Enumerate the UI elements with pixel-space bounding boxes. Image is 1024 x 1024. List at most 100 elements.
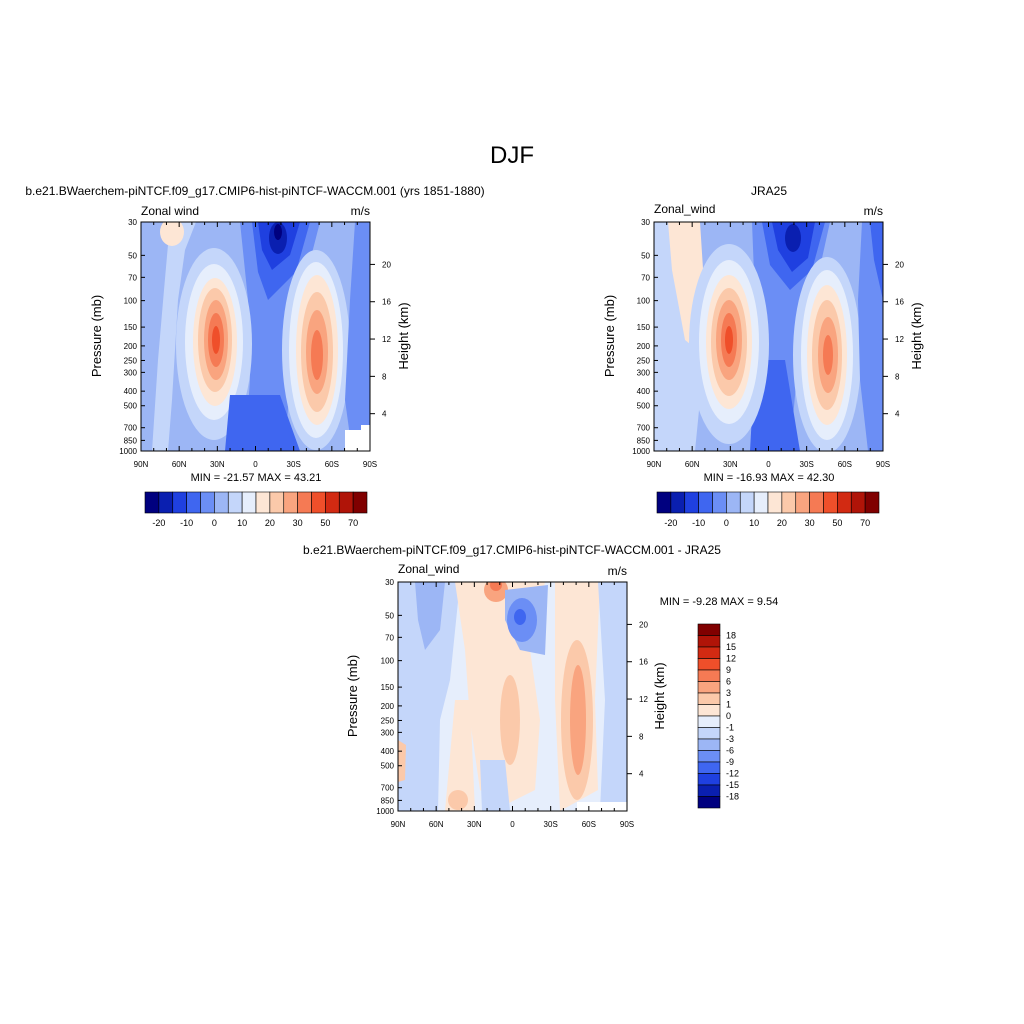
colorbar-swatch bbox=[739, 491, 755, 514]
panel-diff-axes: 3050701001502002503004005007008501000481… bbox=[376, 578, 648, 829]
colorbar-swatch bbox=[670, 491, 686, 514]
colorbar-label: -20 bbox=[152, 518, 165, 528]
panel-diff-y2label: Height (km) bbox=[652, 662, 667, 729]
pressure-tick-label: 500 bbox=[381, 762, 395, 771]
figure-title: DJF bbox=[490, 142, 534, 169]
latitude-tick-label: 60N bbox=[429, 820, 444, 829]
panel-obs-y2label: Height (km) bbox=[909, 302, 924, 369]
colorbar-label: 10 bbox=[749, 518, 759, 528]
pressure-tick-label: 50 bbox=[641, 251, 650, 260]
colorbar-swatch bbox=[684, 491, 699, 514]
latitude-tick-label: 0 bbox=[253, 460, 258, 469]
colorbar-label: -6 bbox=[726, 746, 734, 756]
height-tick-label: 4 bbox=[382, 410, 387, 419]
colorbar-model: -20 -10 0 10 20 30 50 70 bbox=[144, 491, 368, 528]
colorbar-label: -10 bbox=[180, 518, 193, 528]
colorbar-label: 0 bbox=[726, 711, 731, 721]
pressure-tick-label: 700 bbox=[637, 424, 651, 433]
colorbar-swatch bbox=[697, 773, 721, 786]
pressure-tick-label: 700 bbox=[124, 424, 138, 433]
colorbar-swatch bbox=[697, 623, 721, 636]
panel-model-variable-label: Zonal wind bbox=[141, 204, 199, 218]
pressure-tick-label: 700 bbox=[381, 784, 395, 793]
panel-obs-title: JRA25 bbox=[751, 184, 787, 198]
colorbar-label: -3 bbox=[726, 734, 734, 744]
latitude-tick-label: 60N bbox=[685, 460, 700, 469]
colorbar-swatch bbox=[767, 491, 783, 514]
colorbar-swatch bbox=[809, 491, 824, 514]
colorbar-swatch bbox=[712, 491, 727, 514]
panel-obs-ylabel: Pressure (mb) bbox=[602, 295, 617, 377]
colorbar-label: 50 bbox=[320, 518, 330, 528]
colorbar-swatch bbox=[781, 491, 797, 514]
colorbar-label: 70 bbox=[860, 518, 870, 528]
pressure-tick-label: 200 bbox=[124, 342, 138, 351]
colorbar-label: 30 bbox=[805, 518, 815, 528]
colorbar-swatch bbox=[172, 491, 187, 514]
colorbar-swatch bbox=[726, 491, 741, 514]
colorbar-swatch bbox=[338, 491, 354, 514]
pressure-tick-label: 300 bbox=[124, 368, 138, 377]
pressure-tick-label: 70 bbox=[385, 633, 394, 642]
colorbar-label: -10 bbox=[692, 518, 705, 528]
latitude-tick-label: 90S bbox=[363, 460, 377, 469]
pressure-tick-label: 30 bbox=[641, 218, 650, 227]
latitude-tick-label: 60N bbox=[172, 460, 187, 469]
pressure-tick-label: 1000 bbox=[376, 807, 394, 816]
colorbar-label: 6 bbox=[726, 677, 731, 687]
colorbar-swatch bbox=[850, 491, 866, 514]
pressure-tick-label: 100 bbox=[381, 657, 395, 666]
colorbar-label: 12 bbox=[726, 654, 736, 664]
height-tick-label: 12 bbox=[895, 335, 904, 344]
colorbar-swatch bbox=[227, 491, 243, 514]
colorbar-swatch bbox=[697, 715, 721, 728]
colorbar-swatch bbox=[697, 704, 721, 717]
panel-model-contours bbox=[141, 222, 370, 451]
colorbar-label: 50 bbox=[832, 518, 842, 528]
panel-obs-units-label: m/s bbox=[864, 204, 883, 218]
colorbar-obs: -20 -10 0 10 20 30 50 70 bbox=[656, 491, 880, 528]
height-tick-label: 20 bbox=[895, 260, 904, 269]
colorbar-swatch bbox=[283, 491, 298, 514]
colorbar-label: -18 bbox=[726, 792, 739, 802]
colorbar-label: 0 bbox=[212, 518, 217, 528]
colorbar-swatch bbox=[697, 658, 721, 671]
colorbar-label: 30 bbox=[293, 518, 303, 528]
pressure-tick-label: 100 bbox=[124, 297, 138, 306]
height-tick-label: 16 bbox=[895, 298, 904, 307]
panel-diff-units-label: m/s bbox=[608, 564, 627, 578]
latitude-tick-label: 30S bbox=[544, 820, 558, 829]
pressure-tick-label: 1000 bbox=[119, 447, 137, 456]
pressure-tick-label: 70 bbox=[641, 273, 650, 282]
colorbar-swatch bbox=[697, 681, 721, 694]
height-tick-label: 4 bbox=[639, 770, 644, 779]
colorbar-swatch bbox=[697, 669, 721, 682]
pressure-tick-label: 400 bbox=[381, 747, 395, 756]
pressure-tick-label: 200 bbox=[381, 702, 395, 711]
colorbar-label: -20 bbox=[664, 518, 677, 528]
colorbar-label: 3 bbox=[726, 688, 731, 698]
colorbar-swatch bbox=[697, 738, 721, 751]
panel-diff-stats: MIN = -9.28 MAX = 9.54 bbox=[660, 596, 779, 608]
colorbar-label: 1 bbox=[726, 700, 731, 710]
colorbar-swatch bbox=[241, 491, 257, 514]
panel-model-ylabel: Pressure (mb) bbox=[89, 295, 104, 377]
colorbar-label: -1 bbox=[726, 723, 734, 733]
panel-diff-contours bbox=[398, 582, 627, 811]
colorbar-swatch bbox=[656, 491, 672, 514]
panel-model-title: b.e21.BWaerchem-piNTCF.f09_g17.CMIP6-his… bbox=[25, 184, 484, 198]
latitude-tick-label: 30S bbox=[287, 460, 301, 469]
colorbar-swatch bbox=[795, 491, 810, 514]
pressure-tick-label: 100 bbox=[637, 297, 651, 306]
colorbar-swatch bbox=[186, 491, 201, 514]
colorbar-label: 0 bbox=[724, 518, 729, 528]
panel-model-units-label: m/s bbox=[351, 204, 370, 218]
panel-obs-stats: MIN = -16.93 MAX = 42.30 bbox=[704, 472, 835, 484]
height-tick-label: 16 bbox=[639, 658, 648, 667]
pressure-tick-label: 500 bbox=[124, 402, 138, 411]
pressure-tick-label: 70 bbox=[128, 273, 137, 282]
colorbar-swatch bbox=[753, 491, 769, 514]
pressure-tick-label: 150 bbox=[124, 323, 138, 332]
height-tick-label: 20 bbox=[639, 620, 648, 629]
panel-obs-axes: 3050701001502002503004005007008501000481… bbox=[632, 218, 904, 469]
